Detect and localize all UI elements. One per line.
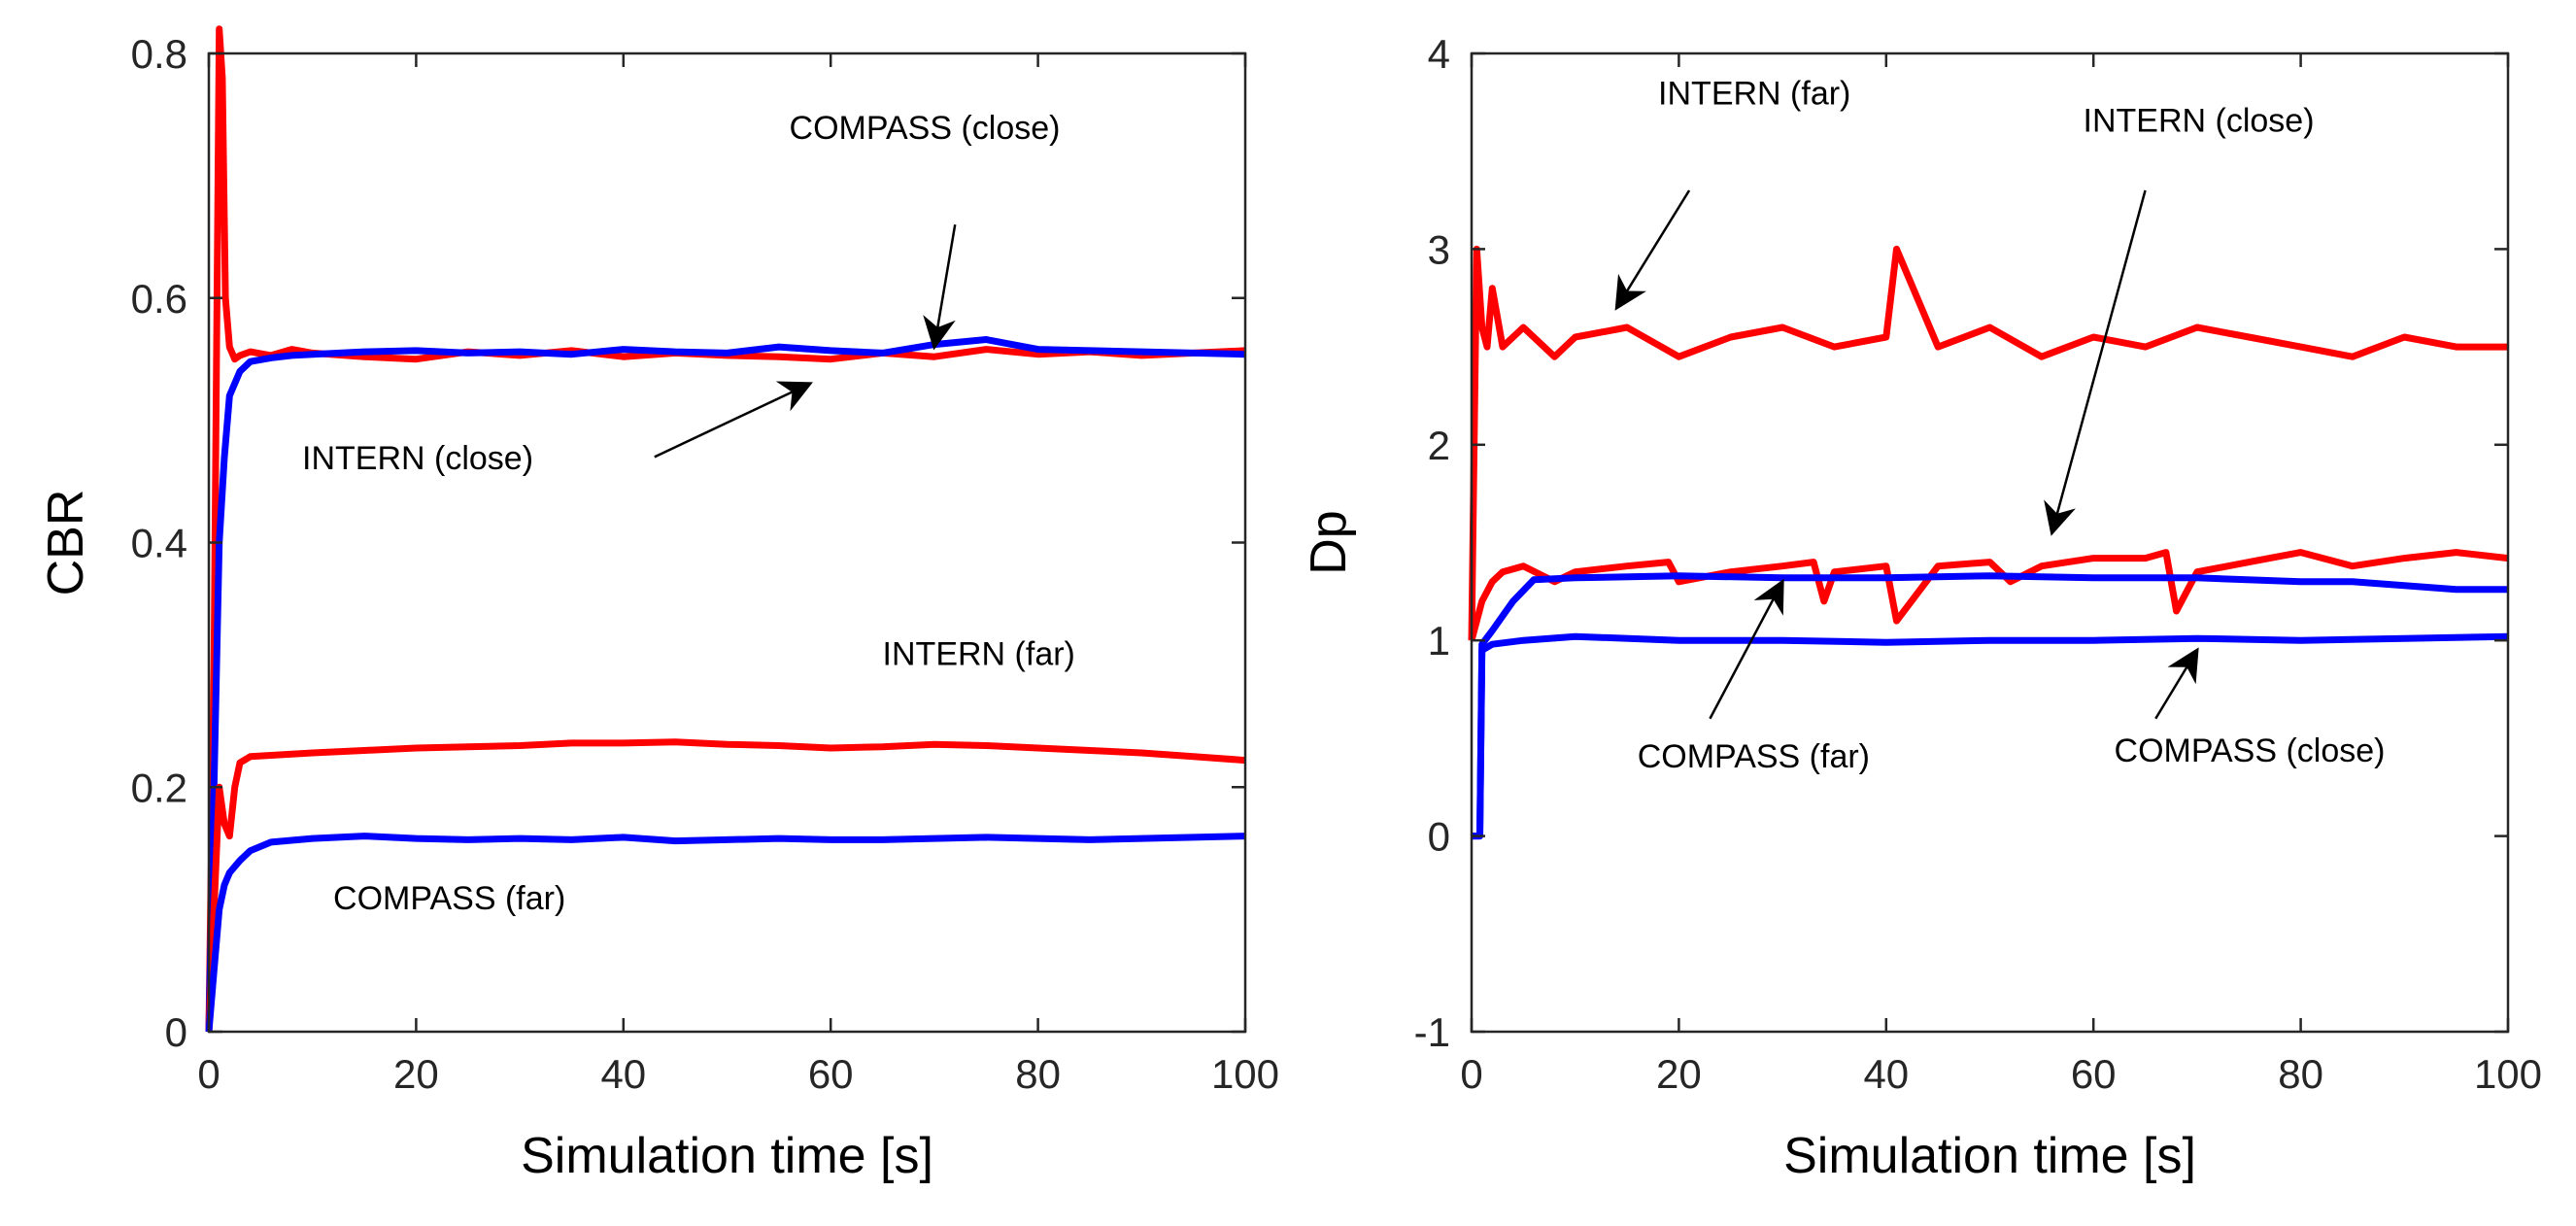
chart-0-y-tick-label-2: 0.4 [131,521,187,566]
chart-1-x-tick-label-1: 20 [1656,1051,1702,1097]
chart-1-x-axis-label: Simulation time [s] [1783,1128,2196,1184]
chart-0-annotation-compass-close-arrow [923,224,957,351]
chart-0-annotation-compass-far-label: COMPASS (far) [333,880,565,917]
chart-1-annotation-compass-far-label: COMPASS (far) [1638,738,1870,775]
chart-0-annotation-compass-close-label: COMPASS (close) [790,110,1061,147]
chart-1-y-tick-label-0: -1 [1414,1009,1450,1055]
chart-0-x-tick-label-5: 100 [1211,1051,1279,1097]
chart-1-series-2-line [1472,572,2508,840]
chart-0-series-2-line [205,738,1246,1033]
chart-0-y-tick-label-1: 0.2 [131,765,187,810]
chart-0-series-1-line [205,336,1246,1033]
chart-1-series-3-line [1472,632,2509,840]
chart-0-y-tick-label-4: 0.8 [131,31,187,77]
chart-1-annotation-intern-far-label: INTERN (far) [1658,75,1850,112]
chart-0-x-axis-label: Simulation time [s] [521,1128,933,1184]
chart-1-series-1-line [1468,549,2509,642]
chart-0-y-tick-label-0: 0 [165,1009,187,1055]
chart-1-x-tick-label-5: 100 [2474,1051,2542,1097]
chart-0-x-tick-label-4: 80 [1015,1051,1061,1097]
chart-0-x-tick-label-2: 40 [600,1051,646,1097]
chart-0-annotation-intern-far-label: INTERN (far) [883,635,1075,672]
chart-0-x-tick-label-3: 60 [808,1051,854,1097]
chart-1-series-0-line [1468,245,2508,641]
chart-1-annotation-compass-close-label: COMPASS (close) [2115,732,2386,769]
chart-0-x-tick-label-0: 0 [197,1051,220,1097]
chart-0-x-tick-label-1: 20 [393,1051,439,1097]
chart-1-annotation-compass-far-arrow [1709,578,1784,720]
chart-0-series-3-line [205,833,1246,1033]
chart-1-axes-box [1470,51,2510,1034]
chart-1-x-tick-label-4: 80 [2278,1051,2323,1097]
chart-1-x-tick-label-0: 0 [1460,1051,1482,1097]
chart-0-annotation-intern-close-label: INTERN (close) [302,440,533,477]
chart-1-y-axis-label: Dp [1301,510,1357,574]
chart-1-annotation-intern-far-arrow [1614,189,1691,311]
chart-0-y-tick-label-3: 0.6 [131,276,187,322]
chart-0-annotation-intern-close-arrow [654,381,813,459]
chart-1-x-tick-label-2: 40 [1863,1051,1909,1097]
chart-1-y-tick-label-1: 0 [1428,814,1450,860]
chart-1-annotation-intern-close-label: INTERN (close) [2084,103,2315,140]
chart-1-annotation-compass-close-arrow [2154,647,2199,720]
chart-1-y-tick-label-5: 4 [1428,31,1450,77]
cbr-chart: 0 20 40 60 80 100 0 0.2 0.4 0.6 0.8 Simulation time… [38,25,1279,1184]
chart-0-y-axis-label: CBR [38,490,94,596]
chart-1-annotation-intern-close-arrow [2044,189,2147,536]
chart-1-y-tick-label-4: 3 [1428,226,1450,272]
chart-1-y-tick-label-2: 1 [1428,618,1450,664]
chart-1-y-tick-label-3: 2 [1428,423,1450,468]
chart-1-x-tick-label-3: 60 [2071,1051,2117,1097]
